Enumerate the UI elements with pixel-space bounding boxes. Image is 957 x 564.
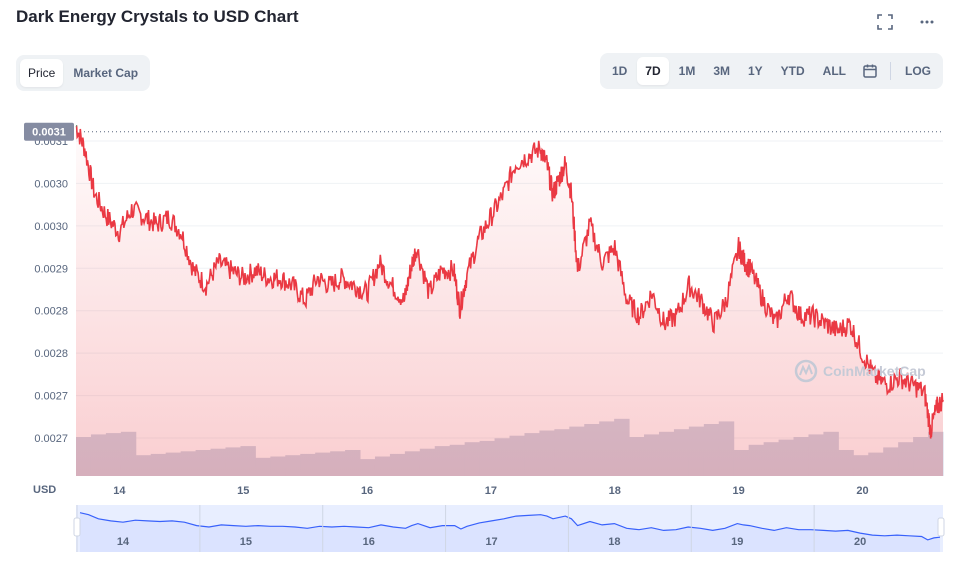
navigator-tick-label: 20 — [854, 536, 866, 548]
x-tick-label: 15 — [237, 485, 249, 497]
range-selector: 1D 7D 1M 3M 1Y YTD ALL LOG — [599, 53, 943, 89]
coinmarketcap-logo: CoinMarketCap — [794, 359, 926, 383]
chart-type-toggle: Price Market Cap — [16, 55, 151, 91]
price-area — [76, 131, 943, 476]
price-line — [75, 125, 944, 439]
y-tick-label: 0.0027 — [34, 433, 68, 445]
y-tick-label: 0.0030 — [34, 178, 68, 190]
navigator-handle-left — [73, 517, 81, 537]
price-line-path — [75, 125, 944, 439]
watermark-glyph — [799, 363, 813, 376]
range-7d[interactable]: 7D — [637, 57, 669, 85]
tab-market-cap[interactable]: Market Cap — [73, 66, 139, 80]
navigator-tick-label: 16 — [363, 536, 375, 548]
x-tick-label: 18 — [609, 485, 621, 497]
range-1d[interactable]: 1D — [611, 64, 628, 78]
navigator-handle-right — [937, 517, 945, 537]
x-tick-label: 19 — [733, 485, 745, 497]
currency-label: USD — [33, 484, 56, 496]
y-tick-label: 0.0028 — [34, 306, 68, 318]
fullscreen-icon[interactable] — [875, 12, 895, 32]
more-icon[interactable] — [917, 12, 937, 32]
range-all[interactable]: ALL — [822, 64, 846, 78]
price-badge-bg — [24, 122, 74, 141]
navigator-tick-label: 18 — [608, 536, 620, 548]
x-tick-label: 14 — [113, 485, 126, 497]
navigator-tick-label: 17 — [485, 536, 497, 548]
y-axis-labels: 0.00310.00300.00300.00290.00280.00280.00… — [34, 136, 68, 445]
navigator-tick-label: 14 — [117, 536, 130, 548]
watermark-text: CoinMarketCap — [823, 363, 926, 379]
range-ytd[interactable]: YTD — [780, 64, 805, 78]
range-divider — [890, 62, 891, 80]
range-1y[interactable]: 1Y — [747, 64, 763, 78]
tab-price[interactable]: Price — [20, 59, 64, 87]
x-tick-label: 20 — [856, 485, 868, 497]
navigator-tick-label: 19 — [731, 536, 743, 548]
chart-actions — [875, 12, 937, 32]
navigator-line — [79, 512, 941, 541]
range-3m[interactable]: 3M — [713, 64, 730, 78]
price-badge-text: 0.0031 — [32, 127, 66, 139]
chart-title: Dark Energy Crystals to USD Chart — [16, 7, 299, 26]
y-tick-label: 0.0028 — [34, 348, 68, 360]
y-tick-label: 0.0029 — [34, 263, 68, 275]
x-axis-labels: USD 14 15 16 17 18 19 20 — [33, 484, 869, 497]
y-tick-label: 0.0030 — [34, 221, 68, 233]
time-navigator[interactable]: 14 15 16 17 18 19 20 — [73, 505, 945, 552]
range-1m[interactable]: 1M — [678, 64, 696, 78]
log-toggle[interactable]: LOG — [905, 64, 931, 78]
x-tick-label: 16 — [361, 485, 373, 497]
calendar-icon[interactable] — [856, 57, 884, 85]
navigator-area — [80, 512, 940, 552]
y-tick-label: 0.0027 — [34, 391, 68, 403]
x-tick-label: 17 — [485, 485, 497, 497]
price-area-fill — [76, 131, 943, 476]
watermark-circle — [794, 359, 818, 383]
navigator-tick-label: 15 — [240, 536, 252, 548]
current-price-badge: 0.0031 — [24, 122, 74, 141]
